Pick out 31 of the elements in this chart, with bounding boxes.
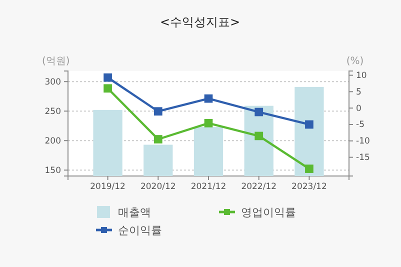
x-tick-label: 2021/12 bbox=[190, 182, 226, 192]
point bbox=[104, 84, 112, 93]
legend-label: 영업이익률 bbox=[241, 206, 296, 219]
x-tick-label: 2022/12 bbox=[241, 182, 277, 192]
y2-tick-label: 0 bbox=[356, 104, 362, 114]
point bbox=[254, 108, 264, 116]
point bbox=[305, 164, 314, 173]
y2-tick-label: 10 bbox=[356, 70, 367, 81]
y2-tick-label: -10 bbox=[356, 136, 370, 147]
x-tick-label: 2023/12 bbox=[292, 182, 327, 192]
point bbox=[204, 118, 213, 128]
legend-label: 순이익률 bbox=[118, 224, 162, 237]
y2-axis-title: (%) bbox=[346, 56, 364, 67]
chart-title: <수익성지표> bbox=[160, 15, 240, 29]
point bbox=[204, 94, 213, 103]
point bbox=[305, 120, 314, 129]
point bbox=[254, 132, 264, 140]
y2-tick-label: 5 bbox=[356, 87, 362, 98]
point bbox=[154, 107, 162, 116]
y-tick-label: 250 bbox=[44, 106, 61, 117]
y-tick-label: 150 bbox=[44, 166, 61, 176]
point bbox=[104, 73, 112, 82]
x-tick-label: 2019/12 bbox=[90, 182, 126, 192]
x-tick-label: 2020/12 bbox=[140, 182, 176, 192]
y-tick-label: 300 bbox=[44, 77, 61, 88]
legend-label: 매출액 bbox=[118, 206, 151, 219]
y-axis-title: (억원) bbox=[42, 56, 70, 67]
y-tick-label: 200 bbox=[44, 136, 61, 146]
point bbox=[154, 135, 162, 144]
y2-tick-label: -15 bbox=[356, 153, 370, 164]
y2-tick-label: -5 bbox=[356, 120, 364, 130]
